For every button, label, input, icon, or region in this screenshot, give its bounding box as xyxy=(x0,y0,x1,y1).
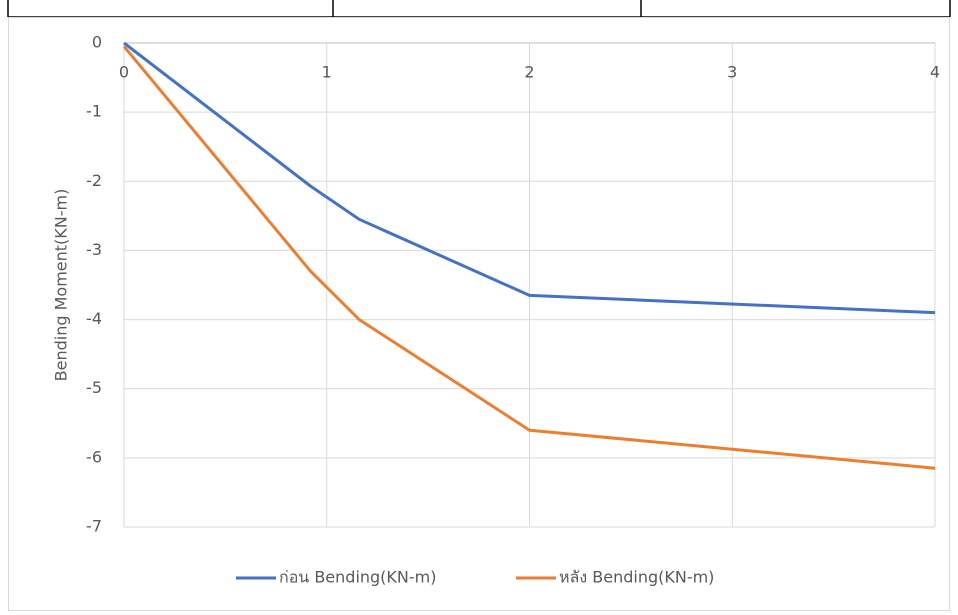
y-tick-label: -1 xyxy=(86,102,102,121)
legend-label: ก่อน Bending(KN-m) xyxy=(279,568,436,587)
chart-border xyxy=(8,17,950,611)
legend-label: หลัง Bending(KN-m) xyxy=(559,568,714,587)
x-tick-label: 2 xyxy=(524,63,534,82)
series-line xyxy=(123,41,936,315)
x-tick-label: 4 xyxy=(930,63,940,82)
y-tick-label: -2 xyxy=(86,171,102,190)
y-axis-label: Bending Moment(KN-m) xyxy=(52,189,71,382)
x-tick-label: 1 xyxy=(322,63,332,82)
y-tick-label: -7 xyxy=(86,517,102,536)
x-tick-label: 3 xyxy=(727,63,737,82)
y-tick-label: -3 xyxy=(86,240,102,259)
series-line xyxy=(122,45,936,470)
y-tick-label: 0 xyxy=(92,33,102,52)
x-tick-label: 0 xyxy=(119,63,129,82)
y-tick-label: -4 xyxy=(86,309,102,328)
table-strip xyxy=(7,0,951,18)
y-tick-label: -5 xyxy=(86,378,102,397)
y-tick-label: -6 xyxy=(86,447,102,466)
